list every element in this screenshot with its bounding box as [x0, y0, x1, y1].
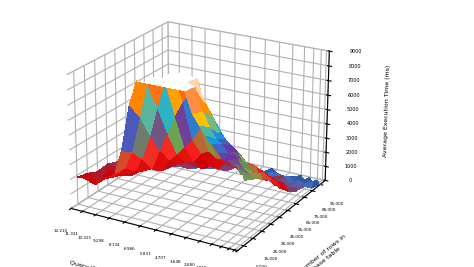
X-axis label: Query Window Area as % of Bounding
Box Area: Query Window Area as % of Bounding Box A… [68, 260, 186, 267]
Y-axis label: Number of rows in
base table: Number of rows in base table [299, 234, 351, 267]
